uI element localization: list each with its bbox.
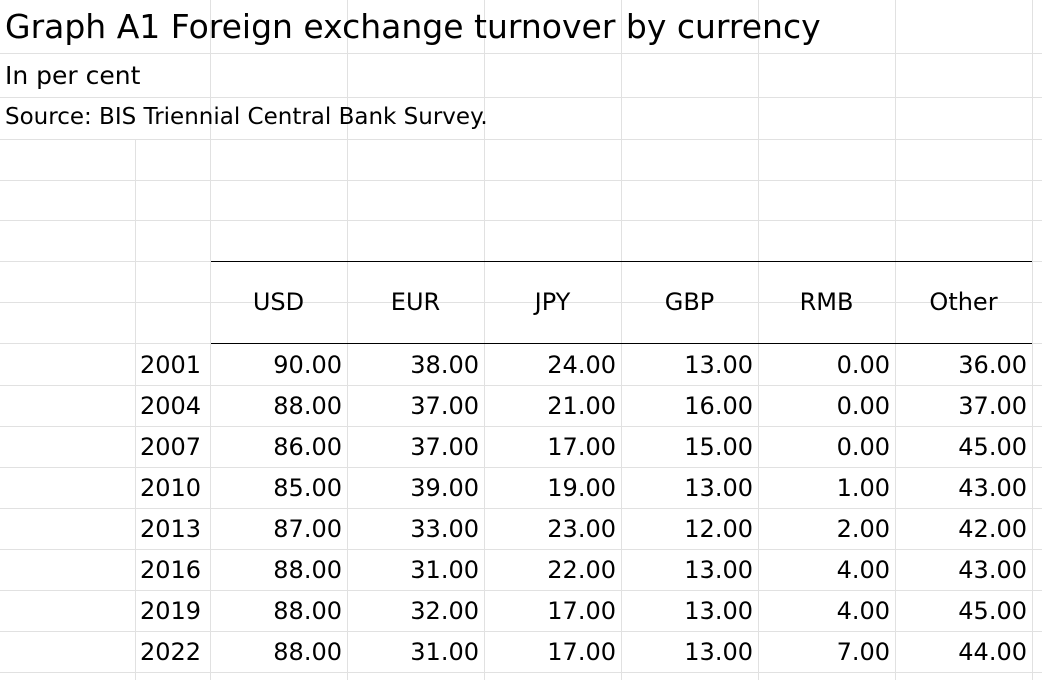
row-gridline <box>0 467 1042 468</box>
value-cell-usd[interactable]: 86.00 <box>273 433 342 461</box>
value-cell-jpy[interactable]: 17.00 <box>547 597 616 625</box>
value-cell-gbp[interactable]: 13.00 <box>684 638 753 666</box>
value-cell-other[interactable]: 45.00 <box>958 433 1027 461</box>
column-gridline <box>347 0 348 680</box>
row-gridline <box>0 672 1042 673</box>
value-cell-other[interactable]: 44.00 <box>958 638 1027 666</box>
row-gridline <box>0 508 1042 509</box>
value-cell-rmb[interactable]: 0.00 <box>836 392 890 420</box>
column-gridline <box>484 0 485 680</box>
value-cell-other[interactable]: 43.00 <box>958 474 1027 502</box>
value-cell-other[interactable]: 37.00 <box>958 392 1027 420</box>
row-year-cell[interactable]: 2007 <box>140 433 202 461</box>
value-cell-rmb[interactable]: 0.00 <box>836 433 890 461</box>
column-gridline <box>621 0 622 680</box>
value-cell-rmb[interactable]: 4.00 <box>836 597 890 625</box>
header-bottom-border <box>211 343 1032 344</box>
value-cell-jpy[interactable]: 19.00 <box>547 474 616 502</box>
row-gridline <box>0 302 1042 303</box>
value-cell-eur[interactable]: 32.00 <box>410 597 479 625</box>
value-cell-jpy[interactable]: 17.00 <box>547 638 616 666</box>
row-year-cell[interactable]: 2016 <box>140 556 202 584</box>
row-gridline <box>0 426 1042 427</box>
sheet-title[interactable]: Graph A1 Foreign exchange turnover by cu… <box>5 7 821 46</box>
value-cell-gbp[interactable]: 13.00 <box>684 556 753 584</box>
column-gridline <box>135 139 136 680</box>
value-cell-jpy[interactable]: 22.00 <box>547 556 616 584</box>
value-cell-usd[interactable]: 85.00 <box>273 474 342 502</box>
value-cell-other[interactable]: 43.00 <box>958 556 1027 584</box>
value-cell-eur[interactable]: 31.00 <box>410 638 479 666</box>
value-cell-other[interactable]: 36.00 <box>958 351 1027 379</box>
row-year-cell[interactable]: 2013 <box>140 515 202 543</box>
value-cell-eur[interactable]: 31.00 <box>410 556 479 584</box>
value-cell-jpy[interactable]: 21.00 <box>547 392 616 420</box>
value-cell-jpy[interactable]: 23.00 <box>547 515 616 543</box>
value-cell-usd[interactable]: 88.00 <box>273 638 342 666</box>
value-cell-usd[interactable]: 88.00 <box>273 392 342 420</box>
value-cell-gbp[interactable]: 13.00 <box>684 597 753 625</box>
column-header-eur[interactable]: EUR <box>390 288 441 316</box>
column-header-jpy[interactable]: JPY <box>534 288 571 316</box>
value-cell-eur[interactable]: 37.00 <box>410 392 479 420</box>
row-gridline <box>0 139 1042 140</box>
header-top-border <box>211 261 1032 262</box>
value-cell-jpy[interactable]: 17.00 <box>547 433 616 461</box>
value-cell-rmb[interactable]: 1.00 <box>836 474 890 502</box>
value-cell-usd[interactable]: 90.00 <box>273 351 342 379</box>
value-cell-other[interactable]: 42.00 <box>958 515 1027 543</box>
column-header-usd[interactable]: USD <box>252 288 305 316</box>
column-gridline <box>895 0 896 680</box>
value-cell-eur[interactable]: 33.00 <box>410 515 479 543</box>
row-gridline <box>0 385 1042 386</box>
row-gridline <box>0 220 1042 221</box>
column-gridline <box>210 0 211 680</box>
value-cell-jpy[interactable]: 24.00 <box>547 351 616 379</box>
value-cell-gbp[interactable]: 12.00 <box>684 515 753 543</box>
value-cell-gbp[interactable]: 13.00 <box>684 351 753 379</box>
value-cell-rmb[interactable]: 0.00 <box>836 351 890 379</box>
row-gridline <box>0 180 1042 181</box>
row-year-cell[interactable]: 2019 <box>140 597 202 625</box>
source-note[interactable]: Source: BIS Triennial Central Bank Surve… <box>5 104 488 130</box>
value-cell-other[interactable]: 45.00 <box>958 597 1027 625</box>
column-header-rmb[interactable]: RMB <box>799 288 854 316</box>
sheet-subtitle[interactable]: In per cent <box>5 61 141 90</box>
value-cell-rmb[interactable]: 7.00 <box>836 638 890 666</box>
value-cell-eur[interactable]: 39.00 <box>410 474 479 502</box>
row-year-cell[interactable]: 2001 <box>140 351 202 379</box>
row-year-cell[interactable]: 2022 <box>140 638 202 666</box>
value-cell-eur[interactable]: 37.00 <box>410 433 479 461</box>
row-gridline <box>0 53 1042 54</box>
row-gridline <box>0 549 1042 550</box>
column-header-gbp[interactable]: GBP <box>664 288 715 316</box>
value-cell-gbp[interactable]: 16.00 <box>684 392 753 420</box>
value-cell-rmb[interactable]: 4.00 <box>836 556 890 584</box>
row-year-cell[interactable]: 2004 <box>140 392 202 420</box>
row-gridline <box>0 97 1042 98</box>
value-cell-usd[interactable]: 88.00 <box>273 597 342 625</box>
column-gridline <box>758 0 759 680</box>
column-header-other[interactable]: Other <box>929 288 998 316</box>
row-gridline <box>0 631 1042 632</box>
value-cell-usd[interactable]: 88.00 <box>273 556 342 584</box>
column-gridline <box>1032 0 1033 680</box>
row-year-cell[interactable]: 2010 <box>140 474 202 502</box>
value-cell-usd[interactable]: 87.00 <box>273 515 342 543</box>
value-cell-rmb[interactable]: 2.00 <box>836 515 890 543</box>
value-cell-gbp[interactable]: 15.00 <box>684 433 753 461</box>
value-cell-eur[interactable]: 38.00 <box>410 351 479 379</box>
row-gridline <box>0 590 1042 591</box>
value-cell-gbp[interactable]: 13.00 <box>684 474 753 502</box>
